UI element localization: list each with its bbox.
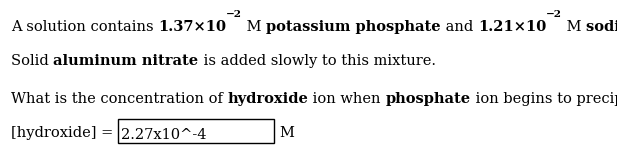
Text: 1.21×10: 1.21×10 [478,20,546,34]
Text: sodium hydroxide: sodium hydroxide [586,20,617,34]
Text: aluminum nitrate: aluminum nitrate [54,54,199,68]
Text: hydroxide: hydroxide [228,92,308,106]
Text: is added slowly to this mixture.: is added slowly to this mixture. [199,54,436,68]
Text: potassium phosphate: potassium phosphate [267,20,441,34]
Text: M: M [280,126,294,140]
Text: [hydroxide] =: [hydroxide] = [11,126,118,140]
Text: ion when: ion when [308,92,386,106]
Text: M: M [242,20,267,34]
Text: −2: −2 [226,10,242,19]
Text: A solution contains: A solution contains [11,20,159,34]
Text: phosphate: phosphate [386,92,471,106]
Text: −2: −2 [546,10,562,19]
Text: Solid: Solid [11,54,54,68]
Text: ion begins to precipitate?: ion begins to precipitate? [471,92,617,106]
Text: and: and [441,20,478,34]
Text: What is the concentration of: What is the concentration of [11,92,228,106]
Text: M: M [562,20,586,34]
Text: 2.27x10^-4: 2.27x10^-4 [121,128,207,142]
Text: 1.37×10: 1.37×10 [159,20,226,34]
